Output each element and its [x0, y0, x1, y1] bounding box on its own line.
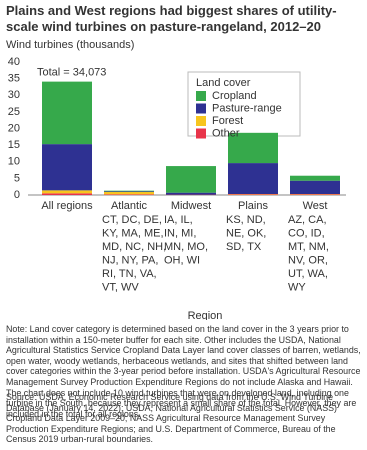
category-detail: MD, NC, NH, — [102, 241, 166, 253]
bar-segment — [42, 193, 92, 195]
category-detail: NJ, NY, PA, — [102, 254, 158, 266]
x-tick-label: Midwest — [171, 200, 211, 212]
category-detail: UT, WA, — [288, 268, 328, 280]
bar-segment — [104, 190, 154, 192]
category-detail: AZ, CA, — [288, 214, 327, 226]
annotation: Total = 34,073 — [37, 67, 106, 79]
bar-segment — [228, 194, 278, 195]
y-tick-label: 0 — [14, 189, 20, 201]
y-tick-label: 20 — [8, 122, 20, 134]
bar-segment — [42, 190, 92, 194]
y-axis-label: Wind turbines (thousands) — [6, 39, 134, 51]
category-detail: MT, NM, — [288, 241, 329, 253]
category-detail: MN, MO, — [164, 241, 208, 253]
category-detail: SD, TX — [226, 241, 262, 253]
x-tick-label: West — [303, 200, 328, 212]
category-detail: CO, ID, — [288, 227, 325, 239]
legend-label: Cropland — [212, 90, 257, 102]
chart: Wind turbines (thousands) Region Land co… — [6, 39, 346, 320]
bar-segment — [166, 166, 216, 193]
category-detail: KY, MA, ME, — [102, 227, 164, 239]
legend-label: Pasture-range — [212, 102, 282, 114]
category-detail: KS, ND, — [226, 214, 266, 226]
source: Source: USDA, Economic Research Service … — [6, 392, 337, 445]
category-detail: CT, DC, DE, — [102, 214, 162, 226]
y-tick-label: 5 — [14, 172, 20, 184]
bar-segment — [228, 163, 278, 195]
legend-title: Land cover — [196, 77, 251, 89]
x-tick-label: Atlantic — [111, 200, 148, 212]
bar-segment — [290, 194, 340, 195]
category-detail: WY — [288, 281, 306, 293]
category-detail: OH, WI — [164, 254, 200, 266]
category-detail: RI, TN, VA, — [102, 268, 157, 280]
legend-label: Other — [212, 127, 240, 139]
x-tick-label: All regions — [41, 200, 93, 212]
legend-box — [187, 71, 301, 137]
category-detail: NE, OK, — [226, 227, 266, 239]
x-tick-label: Plains — [238, 200, 268, 212]
x-axis-label: Region — [188, 310, 223, 320]
y-tick-label: 10 — [8, 156, 20, 168]
legend-swatch — [196, 103, 206, 114]
y-tick-label: 35 — [8, 73, 20, 85]
category-detail: NV, OR, — [288, 254, 328, 266]
legend-label: Forest — [212, 115, 243, 127]
category-detail: VT, WV — [102, 281, 139, 293]
legend-swatch — [196, 91, 206, 101]
bar-segment — [42, 144, 92, 191]
note: Note: Land cover category is determined … — [6, 324, 361, 419]
bar-segment — [104, 194, 154, 195]
bar-segment — [104, 192, 154, 195]
bar-segment — [290, 180, 340, 195]
y-tick-label: 25 — [8, 106, 20, 118]
y-tick-label: 30 — [8, 89, 20, 101]
y-tick-label: 40 — [8, 56, 20, 68]
legend-swatch — [196, 128, 206, 139]
category-detail: IN, MI, — [164, 227, 196, 239]
chart-title: Plains and West regions had biggest shar… — [6, 3, 337, 34]
bar-segment — [166, 192, 216, 195]
category-detail: IA, IL, — [164, 214, 193, 226]
bar-segment — [104, 191, 154, 193]
y-tick-label: 15 — [8, 139, 20, 151]
bar-segment — [228, 132, 278, 164]
legend-swatch — [196, 116, 206, 126]
bar-segment — [42, 81, 92, 145]
bar-segment — [290, 175, 340, 181]
